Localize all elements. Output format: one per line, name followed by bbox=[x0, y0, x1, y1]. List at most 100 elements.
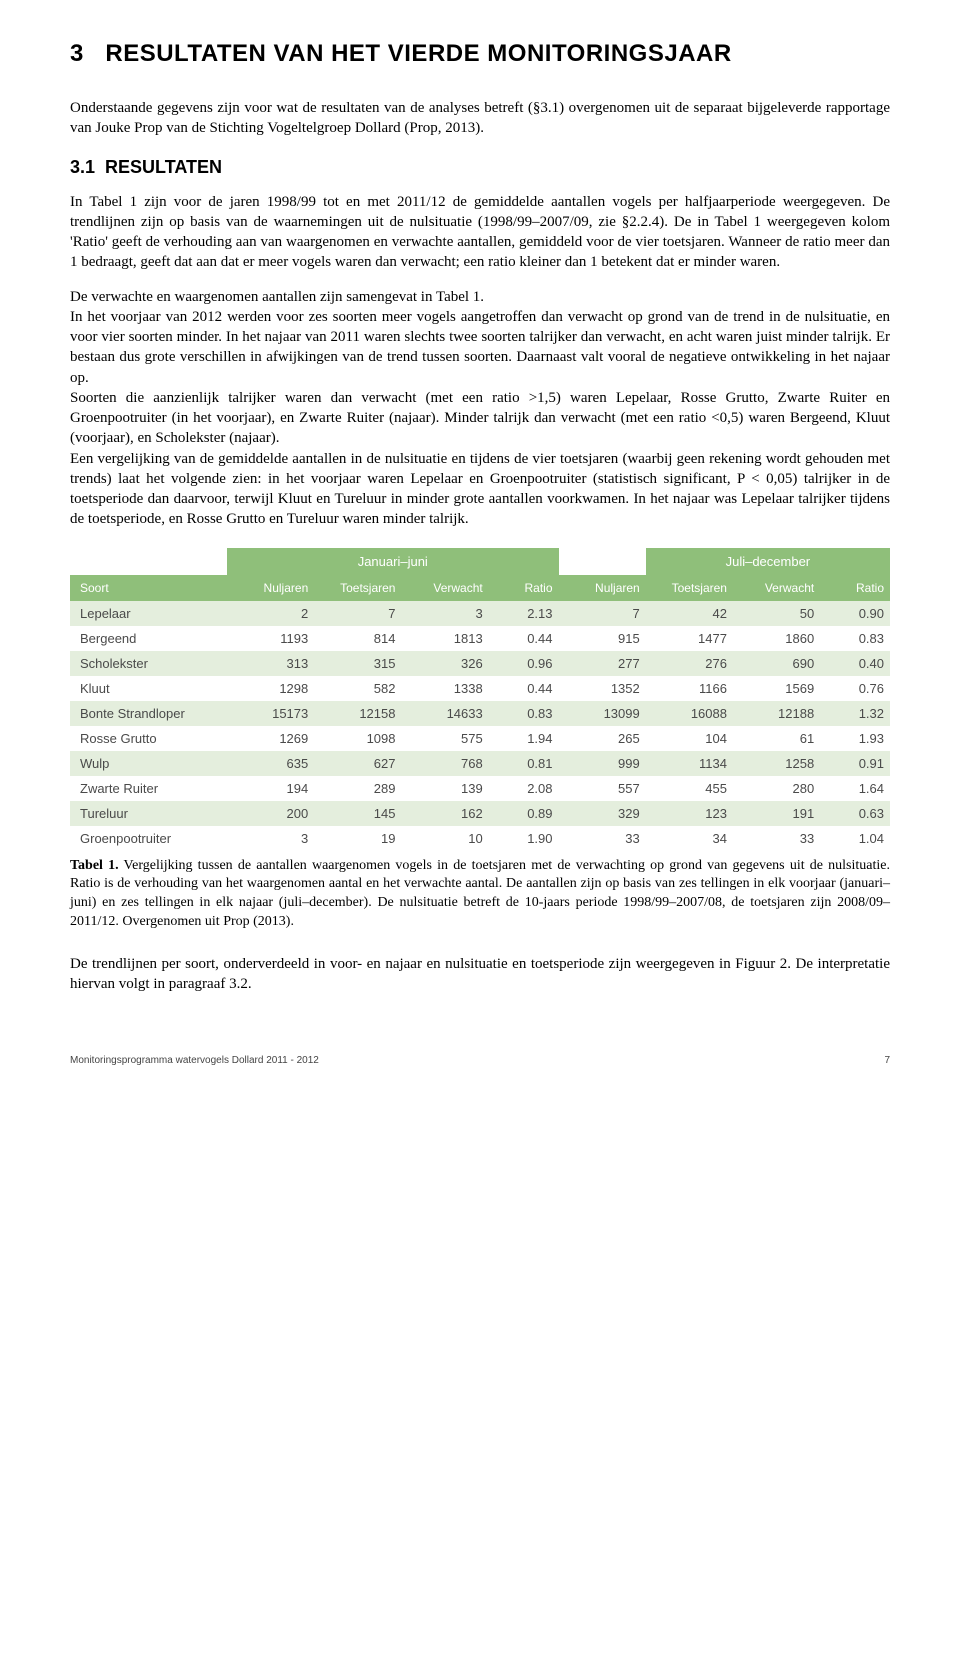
table-cell: 1569 bbox=[733, 676, 820, 701]
table-cell: 0.44 bbox=[489, 626, 559, 651]
chapter-heading: 3 RESULTATEN VAN HET VIERDE MONITORINGSJ… bbox=[70, 40, 890, 68]
table-cell: 145 bbox=[314, 801, 401, 826]
table-cell: 313 bbox=[227, 651, 314, 676]
table-cell: 0.40 bbox=[820, 651, 890, 676]
intro-paragraph: Onderstaande gegevens zijn voor wat de r… bbox=[70, 98, 890, 139]
closing-paragraph: De trendlijnen per soort, onderverdeeld … bbox=[70, 954, 890, 995]
page-footer: Monitoringsprogramma watervogels Dollard… bbox=[70, 1055, 890, 1066]
table-row: Wulp6356277680.81999113412580.91 bbox=[70, 751, 890, 776]
chapter-number: 3 bbox=[70, 40, 84, 67]
table-row: Kluut129858213380.441352116615690.76 bbox=[70, 676, 890, 701]
table-cell: 1.64 bbox=[820, 776, 890, 801]
table-cell: 1860 bbox=[733, 626, 820, 651]
table-cell: 289 bbox=[314, 776, 401, 801]
table-row: Scholekster3133153260.962772766900.40 bbox=[70, 651, 890, 676]
table-cell: 139 bbox=[401, 776, 488, 801]
body-paragraph: In Tabel 1 zijn voor de jaren 1998/99 to… bbox=[70, 192, 890, 273]
table-cell: 14633 bbox=[401, 701, 488, 726]
table-cell: 0.81 bbox=[489, 751, 559, 776]
section-number: 3.1 bbox=[70, 157, 95, 177]
table-cell: 627 bbox=[314, 751, 401, 776]
table-cell: 1193 bbox=[227, 626, 314, 651]
table-cell: 0.90 bbox=[820, 601, 890, 626]
table-row: Tureluur2001451620.893291231910.63 bbox=[70, 801, 890, 826]
table-group-header-row: Januari–juni Juli–december bbox=[70, 548, 890, 575]
table-1-caption: Tabel 1. Vergelijking tussen de aantalle… bbox=[70, 857, 890, 933]
table-cell: 1.90 bbox=[489, 826, 559, 851]
col-toetsjaren-2: Toetsjaren bbox=[646, 575, 733, 601]
table-cell: 1269 bbox=[227, 726, 314, 751]
table-cell: 7 bbox=[559, 601, 646, 626]
footer-page-number: 7 bbox=[884, 1055, 890, 1066]
table-cell: 16088 bbox=[646, 701, 733, 726]
table-cell: 34 bbox=[646, 826, 733, 851]
table-cell: 7 bbox=[314, 601, 401, 626]
table-cell: 326 bbox=[401, 651, 488, 676]
table-cell: 0.83 bbox=[820, 626, 890, 651]
table-cell: 0.96 bbox=[489, 651, 559, 676]
table-cell: 1166 bbox=[646, 676, 733, 701]
table-1-container: Januari–juni Juli–december Soort Nuljare… bbox=[70, 548, 890, 851]
body-paragraph: In het voorjaar van 2012 werden voor zes… bbox=[70, 307, 890, 388]
table-cell: 0.44 bbox=[489, 676, 559, 701]
section-heading: 3.1 RESULTATEN bbox=[70, 157, 890, 178]
table-cell: Groenpootruiter bbox=[70, 826, 227, 851]
table-cell: 104 bbox=[646, 726, 733, 751]
table-cell: Zwarte Ruiter bbox=[70, 776, 227, 801]
table-cell: 814 bbox=[314, 626, 401, 651]
table-cell: 575 bbox=[401, 726, 488, 751]
table-cell: 2.08 bbox=[489, 776, 559, 801]
table-cell: 1258 bbox=[733, 751, 820, 776]
table-cell: 1134 bbox=[646, 751, 733, 776]
table-cell: 42 bbox=[646, 601, 733, 626]
table-cell: 1.94 bbox=[489, 726, 559, 751]
col-verwacht-2: Verwacht bbox=[733, 575, 820, 601]
table-cell: 200 bbox=[227, 801, 314, 826]
table-cell: 315 bbox=[314, 651, 401, 676]
table-cell: 0.89 bbox=[489, 801, 559, 826]
table-group-jul-dec: Juli–december bbox=[646, 548, 890, 575]
table-caption-label: Tabel 1. bbox=[70, 858, 119, 873]
table-cell: Wulp bbox=[70, 751, 227, 776]
table-body: Lepelaar2732.13742500.90Bergeend11938141… bbox=[70, 601, 890, 851]
table-cell: 10 bbox=[401, 826, 488, 851]
table-cell: Scholekster bbox=[70, 651, 227, 676]
table-cell: 557 bbox=[559, 776, 646, 801]
table-cell: 582 bbox=[314, 676, 401, 701]
table-row: Lepelaar2732.13742500.90 bbox=[70, 601, 890, 626]
table-cell: 3 bbox=[227, 826, 314, 851]
table-cell: 1.32 bbox=[820, 701, 890, 726]
table-1: Januari–juni Juli–december Soort Nuljare… bbox=[70, 548, 890, 851]
table-cell: 0.91 bbox=[820, 751, 890, 776]
table-cell: 194 bbox=[227, 776, 314, 801]
table-cell: 61 bbox=[733, 726, 820, 751]
table-cell: Kluut bbox=[70, 676, 227, 701]
table-cell: 0.83 bbox=[489, 701, 559, 726]
footer-left: Monitoringsprogramma watervogels Dollard… bbox=[70, 1055, 319, 1066]
table-cell: 1813 bbox=[401, 626, 488, 651]
table-cell: 329 bbox=[559, 801, 646, 826]
table-cell: 690 bbox=[733, 651, 820, 676]
table-cell: 33 bbox=[559, 826, 646, 851]
table-cell: 19 bbox=[314, 826, 401, 851]
table-column-header-row: Soort Nuljaren Toetsjaren Verwacht Ratio… bbox=[70, 575, 890, 601]
table-cell: 915 bbox=[559, 626, 646, 651]
table-cell: 0.63 bbox=[820, 801, 890, 826]
table-group-gap bbox=[559, 548, 646, 575]
table-cell: 12158 bbox=[314, 701, 401, 726]
table-cell: Rosse Grutto bbox=[70, 726, 227, 751]
table-row: Rosse Grutto126910985751.94265104611.93 bbox=[70, 726, 890, 751]
table-cell: 265 bbox=[559, 726, 646, 751]
body-paragraph: Een vergelijking van de gemiddelde aanta… bbox=[70, 449, 890, 530]
col-toetsjaren-1: Toetsjaren bbox=[314, 575, 401, 601]
table-cell: 1352 bbox=[559, 676, 646, 701]
table-cell: 276 bbox=[646, 651, 733, 676]
table-cell: 999 bbox=[559, 751, 646, 776]
table-cell: 1098 bbox=[314, 726, 401, 751]
chapter-title: RESULTATEN VAN HET VIERDE MONITORINGSJAA… bbox=[105, 40, 731, 67]
table-cell: 15173 bbox=[227, 701, 314, 726]
table-cell: 768 bbox=[401, 751, 488, 776]
table-cell: 123 bbox=[646, 801, 733, 826]
table-cell: 12188 bbox=[733, 701, 820, 726]
table-cell: 1338 bbox=[401, 676, 488, 701]
